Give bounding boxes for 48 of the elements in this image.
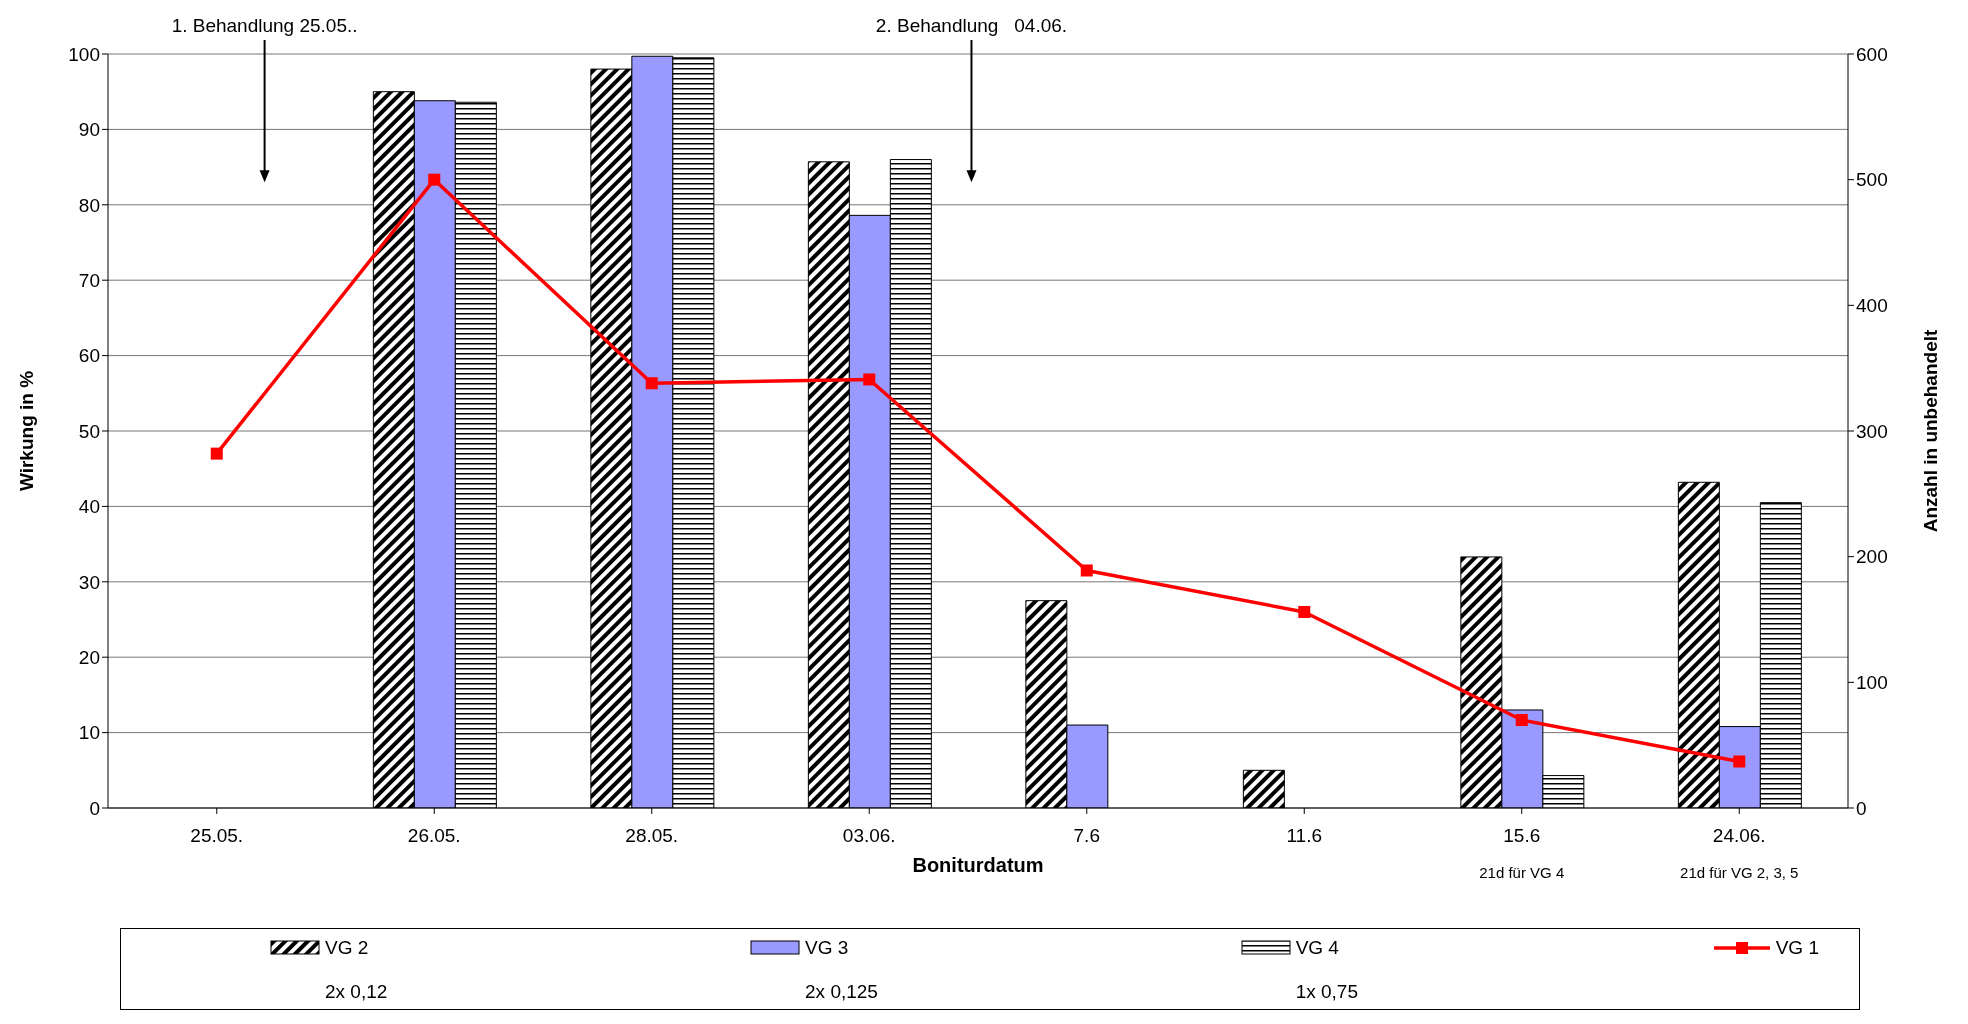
legend-label: VG 2: [325, 937, 370, 959]
y2-tick-label: 100: [1856, 672, 1888, 694]
point: [863, 373, 876, 386]
y-tick-label: 60: [78, 345, 100, 367]
x-tick-label: 15.6: [1503, 825, 1541, 846]
legend-label: VG 3: [805, 937, 850, 959]
y-tick-label: 0: [89, 797, 100, 819]
point: [1515, 714, 1528, 727]
x-tick-label: 03.06.: [842, 825, 896, 846]
text: 21d für VG 4: [1479, 864, 1565, 881]
y2-tick-label: 0: [1856, 797, 1867, 819]
x-tick-label: 25.05.: [190, 825, 244, 846]
y-tick-label: 40: [78, 496, 100, 518]
text: 1x 0,75: [1295, 981, 1358, 1003]
y-tick-label: 70: [78, 269, 100, 291]
point: [1298, 605, 1311, 618]
point: [645, 377, 658, 390]
text: 2x 0,125: [805, 981, 878, 1003]
y-tick-label: 100: [68, 43, 100, 65]
legend-label: VG 4: [1295, 937, 1340, 959]
y2-tick-label: 300: [1856, 420, 1888, 442]
text: 1. Behandlung 25.05..: [171, 15, 358, 36]
x-axis-title: Boniturdatum: [912, 854, 1044, 876]
y2-tick-label: 600: [1856, 43, 1888, 65]
point: [1080, 564, 1093, 577]
point: [1733, 755, 1746, 768]
x-tick-label: 24.06.: [1712, 825, 1766, 846]
y-tick-label: 20: [78, 646, 100, 668]
text: 2. Behandlung 04.06.: [875, 15, 1068, 36]
x-tick-label: 28.05.: [625, 825, 679, 846]
y-tick-label: 30: [78, 571, 100, 593]
text: 2x 0,12: [325, 981, 388, 1003]
text: 21d für VG 2, 3, 5: [1680, 864, 1799, 881]
y2-tick-label: 200: [1856, 546, 1888, 568]
y2-tick-label: 400: [1856, 295, 1888, 317]
y-tick-label: 90: [78, 119, 100, 141]
y-tick-label: 50: [78, 420, 100, 442]
y2-axis-title: Anzahl in unbehandelt: [1919, 329, 1941, 533]
x-tick-label: 7.6: [1073, 825, 1100, 846]
y-tick-label: 80: [78, 194, 100, 216]
legend-label: VG 1: [1775, 937, 1819, 959]
y-tick-label: 10: [78, 722, 100, 744]
point: [428, 173, 441, 186]
point: [210, 447, 223, 460]
y2-tick-label: 500: [1856, 169, 1888, 191]
y-axis-title: Wirkung in %: [15, 370, 37, 492]
x-tick-label: 26.05.: [407, 825, 461, 846]
x-tick-label: 11.6: [1286, 825, 1323, 846]
